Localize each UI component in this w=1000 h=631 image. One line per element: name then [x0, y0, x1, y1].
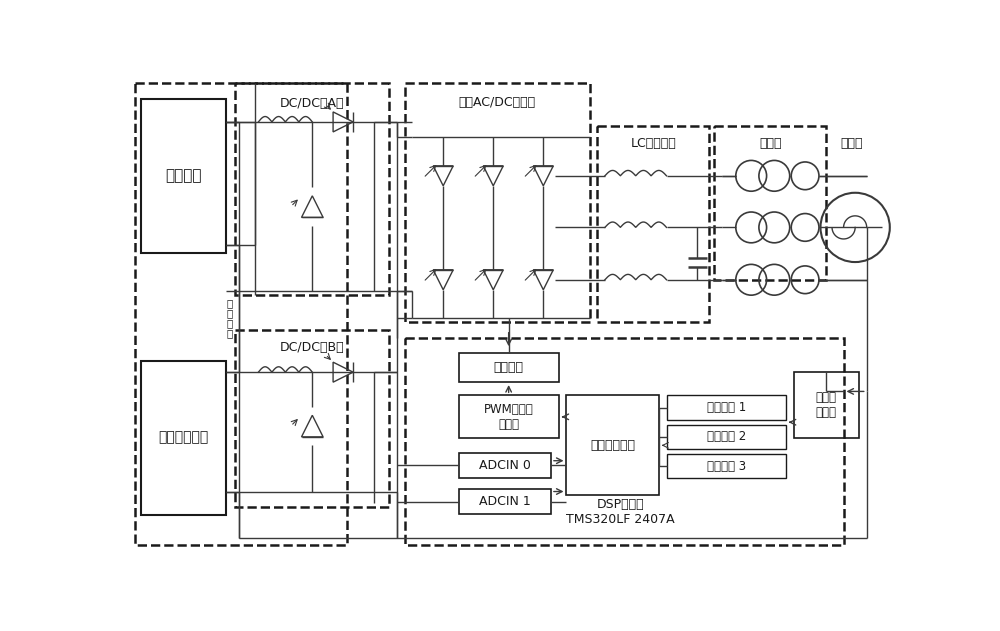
Bar [666, 454, 786, 478]
Bar [794, 372, 859, 438]
Text: 捕获单元 2: 捕获单元 2 [707, 430, 746, 444]
Text: DSP控制器
TMS320LF 2407A: DSP控制器 TMS320LF 2407A [566, 498, 675, 526]
Text: 变压器: 变压器 [759, 138, 782, 150]
Bar [666, 425, 786, 449]
Bar [141, 361, 226, 515]
Text: 耦: 耦 [227, 298, 233, 308]
Bar [135, 83, 347, 545]
Text: 捕获单元 1: 捕获单元 1 [707, 401, 746, 414]
Bar [597, 126, 709, 322]
Text: PWM脉冲产
生单元: PWM脉冲产 生单元 [484, 403, 534, 431]
Bar [405, 338, 844, 545]
Text: DC/DC（B）: DC/DC（B） [280, 341, 345, 355]
Text: 同步信
号检测: 同步信 号检测 [815, 391, 836, 419]
Bar [459, 395, 559, 438]
Text: 驱动单元: 驱动单元 [494, 361, 524, 374]
Text: LC滤波单元: LC滤波单元 [631, 138, 676, 150]
Text: 单: 单 [227, 318, 233, 328]
Bar [459, 453, 551, 478]
Bar [141, 99, 226, 253]
Text: ADCIN 1: ADCIN 1 [479, 495, 531, 508]
Text: 捕获单元 3: 捕获单元 3 [707, 459, 746, 473]
Text: DC/DC（A）: DC/DC（A） [280, 97, 345, 110]
Bar [459, 353, 559, 382]
Bar [566, 395, 659, 495]
Bar [235, 83, 389, 295]
Text: 元: 元 [227, 328, 233, 338]
Bar [666, 395, 786, 420]
Text: 合: 合 [227, 308, 233, 318]
Text: 蓄电池组: 蓄电池组 [165, 168, 202, 184]
Text: 模糊控制算法: 模糊控制算法 [590, 439, 635, 452]
Text: 大电网: 大电网 [840, 138, 863, 150]
Text: ADCIN 0: ADCIN 0 [479, 459, 531, 472]
Bar [459, 489, 551, 514]
Bar [714, 126, 826, 280]
Text: 超级电容器组: 超级电容器组 [159, 430, 209, 445]
Bar [235, 330, 389, 507]
Bar [405, 83, 590, 322]
Text: 双向AC/DC变换器: 双向AC/DC变换器 [459, 96, 536, 109]
